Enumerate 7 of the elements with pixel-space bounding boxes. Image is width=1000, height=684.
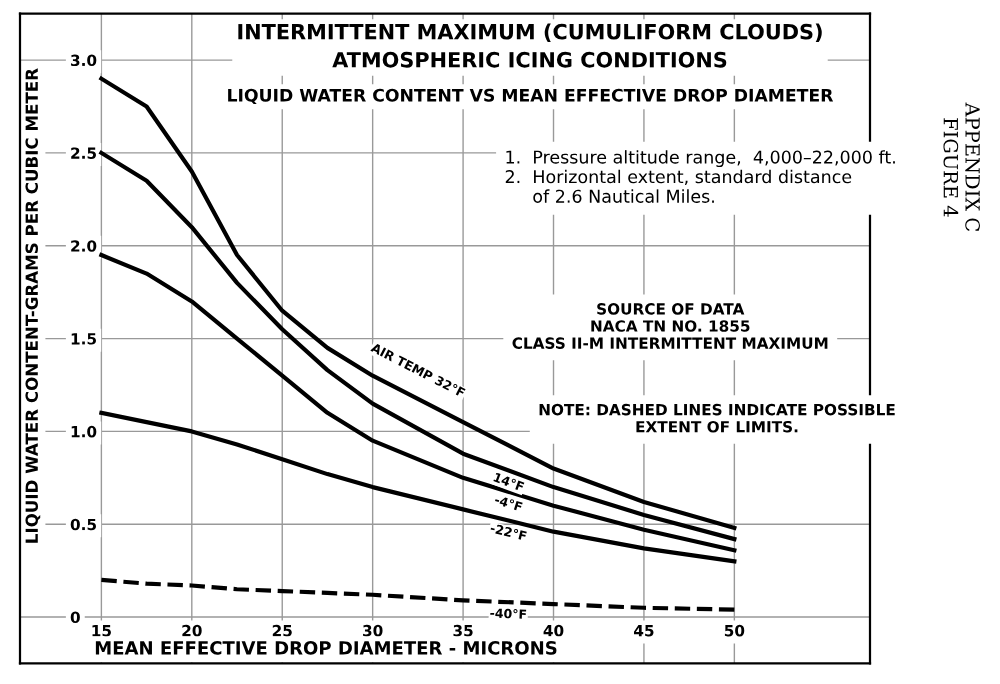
x-axis-title: MEAN EFFECTIVE DROP DIAMETER - MICRONS [95,641,557,655]
text: INTERMITTENT MAXIMUM (CUMULIFORM CLOUDS) ATMOSPHERIC ICING CONDITIONS [238,23,822,68]
y-axis-title: LIQUID WATER CONTENT-GRAMS PER CUBIC METER [25,68,41,543]
text: APPENDIX C FIGURE 4 [943,102,980,232]
annotation: 1. Pressure altitude range, 4,000–22,000 ft. 2. Horizontal extent, standard distance of 2.6 Nautical Miles. [505,150,895,203]
text: LIQUID WATER CONTENT VS MEAN EFFECTIVE DROP DIAMETER [228,88,834,105]
line-series [99,577,737,612]
